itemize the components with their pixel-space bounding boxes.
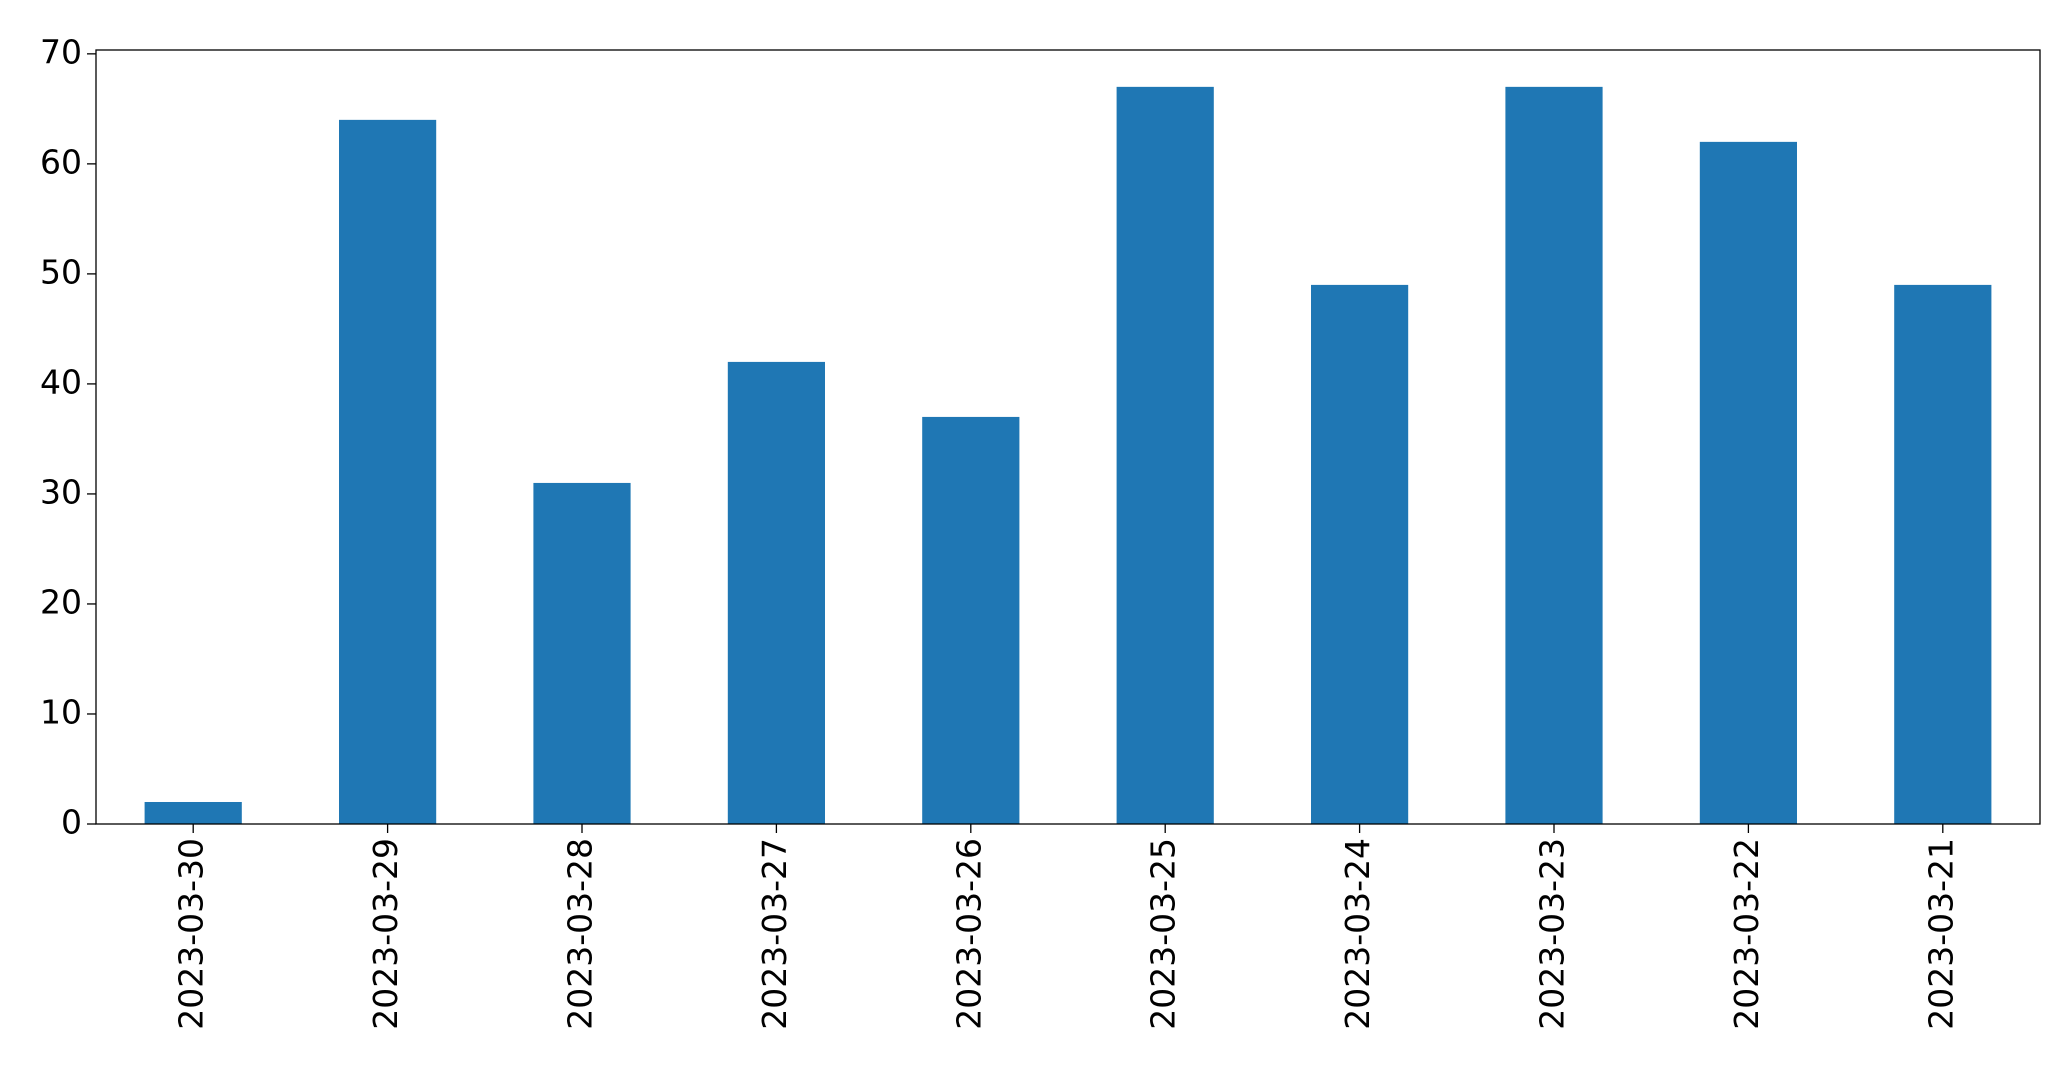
y-tick-label: 10 [40, 692, 82, 731]
bar [727, 361, 825, 824]
x-tick-label: 2023-03-29 [366, 838, 405, 1030]
x-tick-label: 2023-03-28 [561, 838, 600, 1030]
x-tick-label: 2023-03-27 [755, 838, 794, 1030]
plot-frame [95, 49, 2041, 825]
x-tick-label: 2023-03-26 [949, 838, 988, 1030]
y-tick-label: 30 [40, 472, 82, 511]
y-tick-label: 70 [40, 32, 82, 71]
x-tick-label: 2023-03-23 [1533, 838, 1572, 1030]
bar [922, 416, 1020, 824]
x-tick-label: 2023-03-25 [1144, 838, 1183, 1030]
bar [339, 119, 437, 825]
bar [1699, 141, 1797, 824]
x-tick-label: 2023-03-24 [1338, 838, 1377, 1030]
y-tick-label: 50 [40, 252, 82, 291]
y-tick-label: 40 [40, 362, 82, 401]
x-tick-label: 2023-03-21 [1921, 838, 1960, 1030]
bar [1894, 284, 1992, 824]
bar [144, 801, 242, 824]
y-tick-label: 0 [61, 803, 82, 842]
x-tick-label: 2023-03-22 [1727, 838, 1766, 1030]
x-tick-label: 2023-03-30 [172, 838, 211, 1030]
bar [1505, 86, 1603, 825]
y-tick-label: 60 [40, 142, 82, 181]
bar [1116, 86, 1214, 825]
y-tick-label: 20 [40, 582, 82, 621]
bar [1311, 284, 1409, 824]
bar [533, 482, 631, 824]
